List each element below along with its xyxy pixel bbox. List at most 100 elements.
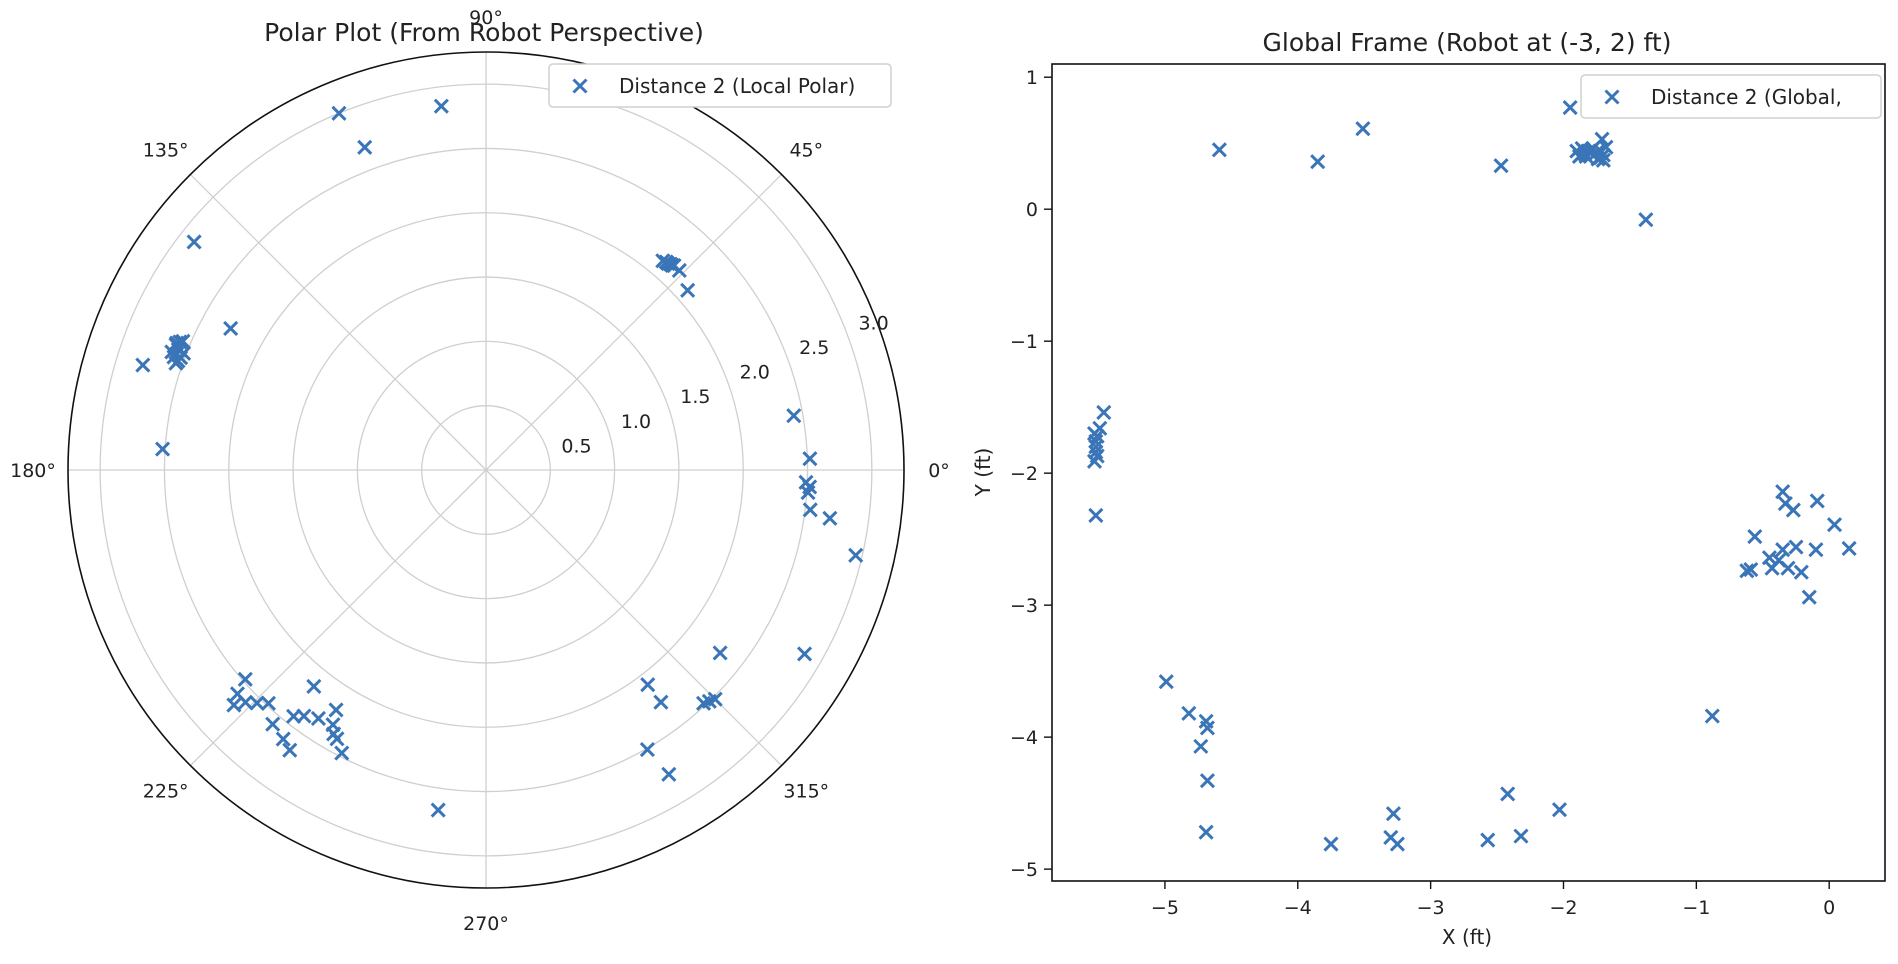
cartesian-legend-marker-icon	[1604, 89, 1620, 105]
cartesian-point	[1809, 493, 1825, 509]
cartesian-chart: Global Frame (Robot at (-3, 2) ft) −5 −4 −…	[971, 28, 1886, 949]
polar-point	[175, 333, 191, 349]
cartesian-point	[1788, 539, 1804, 555]
polar-point	[334, 745, 350, 761]
polar-chart-title: Polar Plot (From Robot Perspective)	[264, 18, 704, 47]
polar-point	[223, 320, 239, 337]
polar-point	[848, 547, 864, 563]
cartesian-legend-label: Distance 2 (Global,	[1651, 85, 1842, 109]
polar-point	[155, 441, 171, 457]
polar-point	[186, 234, 202, 250]
polar-legend-label: Distance 2 (Local Polar)	[619, 74, 855, 98]
polar-legend: Distance 2 (Local Polar)	[548, 63, 892, 108]
polar-angle-tick-label: 135°	[143, 140, 189, 162]
polar-point	[260, 695, 277, 711]
polar-point	[176, 345, 192, 361]
polar-point	[229, 686, 246, 702]
polar-point	[796, 646, 813, 662]
cartesian-point	[1181, 705, 1197, 721]
polar-point	[822, 510, 838, 526]
cartesian-point	[1193, 738, 1209, 754]
y-tick-label: −1	[1010, 331, 1038, 353]
y-tick-label: −3	[1010, 595, 1038, 617]
y-tick-label: −5	[1010, 859, 1038, 881]
cartesian-x-ticks: −5 −4 −3 −2 −1 0	[1151, 881, 1835, 919]
cartesian-point	[1598, 139, 1614, 155]
cartesian-y-ticks: 1 0 −1 −2 −3 −4 −5	[1010, 67, 1052, 881]
polar-point	[433, 98, 449, 114]
polar-point	[226, 697, 242, 713]
x-tick-label: 0	[1823, 897, 1835, 919]
cartesian-point	[1739, 563, 1755, 579]
polar-point	[680, 282, 696, 298]
cartesian-point	[1775, 542, 1791, 558]
cartesian-legend: Distance 2 (Global,	[1580, 74, 1882, 119]
polar-legend-marker	[572, 78, 588, 94]
cartesian-axes-frame	[1051, 63, 1886, 882]
polar-point	[331, 105, 347, 121]
cartesian-point	[1704, 708, 1720, 724]
cartesian-point	[1581, 143, 1597, 159]
x-tick-label: −4	[1284, 897, 1312, 919]
polar-point	[640, 677, 656, 693]
cartesian-point	[1785, 502, 1801, 518]
cartesian-point	[1158, 674, 1174, 690]
polar-point	[249, 695, 265, 711]
polar-grid-spoke	[189, 173, 487, 471]
y-tick-label: 0	[1026, 199, 1038, 221]
cartesian-point	[1801, 589, 1817, 605]
cartesian-chart-title: Global Frame (Robot at (-3, 2) ft)	[1263, 28, 1672, 57]
polar-point	[282, 742, 298, 758]
polar-angle-tick-label: 225°	[143, 780, 189, 802]
cartesian-point	[1780, 560, 1796, 576]
polar-grid-spoke	[485, 469, 783, 767]
polar-angle-tick-label: 45°	[789, 140, 823, 162]
polar-point	[296, 708, 312, 724]
cartesian-point	[1310, 154, 1326, 170]
y-axis-label: Y (ft)	[971, 448, 995, 498]
polar-legend-box	[548, 63, 892, 108]
polar-point	[328, 702, 344, 718]
polar-point	[135, 357, 151, 373]
cartesian-point	[1513, 828, 1529, 844]
polar-grid	[67, 51, 905, 889]
polar-radius-tick-label: 2.0	[740, 362, 770, 384]
cartesian-point	[1638, 212, 1654, 228]
polar-point	[325, 717, 341, 733]
cartesian-point	[1500, 786, 1516, 802]
polar-points	[135, 98, 864, 818]
cartesian-point	[1355, 121, 1371, 137]
polar-grid-spoke	[189, 469, 487, 767]
x-axis-label: X (ft)	[1442, 925, 1492, 949]
polar-point	[786, 408, 802, 424]
polar-angle-tick-label: 180°	[10, 460, 56, 482]
x-tick-label: −3	[1417, 897, 1445, 919]
cartesian-point	[1808, 542, 1824, 558]
cartesian-point	[1323, 836, 1339, 852]
cartesian-points	[1086, 99, 1857, 852]
polar-point	[430, 802, 446, 818]
cartesian-legend-box	[1580, 74, 1882, 119]
polar-point	[655, 253, 671, 269]
polar-point	[357, 139, 373, 155]
polar-labels: 0° 45° 90° 135° 180° 225° 270° 315° 0.5 1.0 1.5 2.0…	[10, 7, 950, 935]
cartesian-point	[1389, 836, 1405, 852]
cartesian-point	[1743, 561, 1759, 578]
cartesian-point	[1385, 806, 1402, 822]
polar-point	[661, 766, 677, 782]
cartesian-point	[1096, 404, 1112, 421]
polar-point	[712, 645, 728, 661]
polar-radius-tick-label: 1.0	[621, 411, 651, 433]
polar-point	[695, 695, 712, 711]
polar-legend-marker-icon	[572, 78, 588, 94]
polar-grid-spoke	[485, 173, 783, 471]
polar-radius-tick-label: 1.5	[680, 386, 710, 408]
cartesian-point	[1841, 540, 1857, 556]
cartesian-legend-marker	[1604, 89, 1620, 105]
y-tick-label: −2	[1010, 463, 1038, 485]
cartesian-point	[1775, 484, 1791, 500]
polar-point	[639, 742, 655, 758]
cartesian-point	[1086, 426, 1103, 442]
cartesian-point	[1595, 152, 1611, 168]
polar-radius-tick-label: 3.0	[858, 312, 888, 334]
